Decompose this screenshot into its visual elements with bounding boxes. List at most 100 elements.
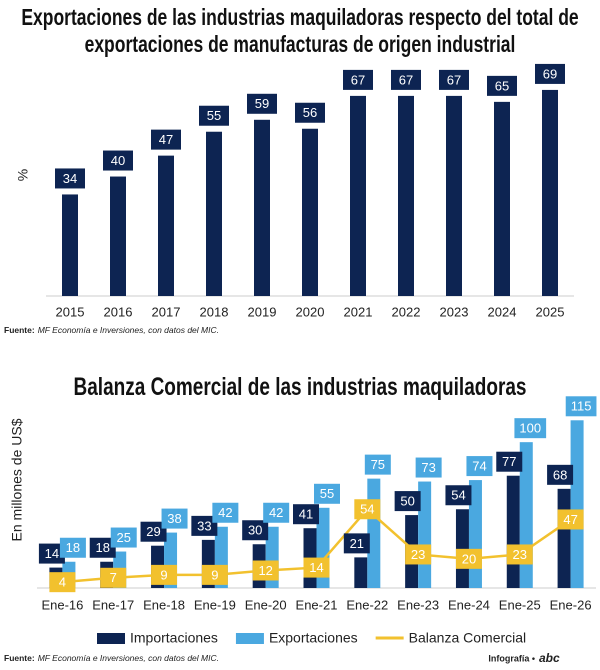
bar	[446, 95, 462, 296]
label-box	[191, 515, 218, 536]
data-label: 73	[415, 457, 442, 478]
y-axis-label: En millones de US$	[9, 418, 25, 541]
bar	[254, 119, 270, 296]
label-box	[242, 520, 269, 541]
x-tick-label: 2021	[344, 304, 373, 319]
data-label: 14	[38, 543, 65, 564]
credit: Infografía •	[488, 653, 535, 663]
data-label-text: 68	[553, 467, 567, 482]
bar	[110, 176, 126, 296]
x-tick-label: Ene-23	[397, 597, 439, 612]
data-label: 55	[314, 483, 340, 504]
y-axis-label: %	[15, 169, 31, 181]
bar	[455, 509, 469, 588]
label-box	[547, 464, 574, 485]
source: Fuente: MF Economía e Inversiones, con da…	[4, 653, 219, 663]
x-tick-label: Ene-25	[499, 597, 541, 612]
bar	[62, 194, 78, 296]
data-label: 100	[514, 418, 547, 439]
data-label-text: 12	[258, 563, 272, 578]
data-label: 30	[242, 520, 269, 541]
data-label-text: 23	[513, 547, 527, 562]
data-label-text: 4	[59, 575, 66, 590]
x-tick-label: 2019	[248, 304, 277, 319]
bar	[398, 95, 414, 296]
legend-label: Exportaciones	[269, 630, 358, 646]
x-tick-label: 2020	[296, 304, 325, 319]
data-label-text: 115	[571, 399, 592, 414]
data-label-text: 42	[269, 505, 283, 520]
label-box	[100, 567, 127, 588]
source: Fuente: MF Economía e Inversiones, con da…	[4, 325, 219, 335]
x-tick-label: 2022	[392, 304, 421, 319]
x-tick-label: Ene-20	[245, 597, 287, 612]
label-box	[49, 572, 76, 593]
data-label-text: 25	[116, 530, 130, 545]
data-label-text: 55	[207, 108, 221, 123]
label-box	[466, 456, 493, 477]
label-box	[565, 396, 597, 417]
data-label-text: 75	[371, 457, 385, 472]
source-text: MF Economía e Inversiones, con datos del…	[38, 325, 219, 335]
label-box	[557, 509, 584, 530]
data-label-text: 18	[95, 540, 109, 555]
data-label-text: 20	[462, 551, 476, 566]
data-label: 40	[103, 150, 133, 171]
data-label: 14	[303, 557, 330, 578]
data-label-text: 100	[519, 421, 541, 436]
data-label: 74	[466, 456, 493, 477]
data-label-text: 14	[45, 546, 59, 561]
data-label: 47	[151, 129, 181, 150]
bar	[302, 128, 318, 296]
data-label-text: 67	[447, 72, 461, 87]
label-box	[293, 504, 319, 525]
x-tick-label: Ene-16	[41, 597, 83, 612]
label-box	[140, 521, 167, 542]
legend-label: Balanza Comercial	[409, 630, 527, 646]
data-label: 50	[394, 491, 421, 512]
data-label: 65	[487, 75, 517, 96]
bar	[494, 101, 510, 296]
data-label-text: 23	[411, 547, 425, 562]
data-label: 67	[391, 69, 421, 90]
data-label-text: 54	[360, 502, 374, 517]
data-label: 18	[59, 537, 86, 558]
data-label: 18	[89, 537, 116, 558]
brand: abc	[539, 651, 560, 665]
x-tick-label: 2023	[440, 304, 469, 319]
data-label: 34	[55, 168, 85, 189]
label-box	[89, 537, 116, 558]
label-box	[354, 499, 381, 520]
data-label-text: 7	[110, 570, 117, 585]
data-label-text: 67	[351, 72, 365, 87]
source-text: MF Economía e Inversiones, con datos del…	[38, 653, 219, 663]
data-label: 68	[547, 464, 574, 485]
label-box	[151, 564, 178, 585]
x-tick-label: 2015	[56, 304, 85, 319]
label-box	[496, 451, 523, 472]
data-label: 29	[140, 521, 167, 542]
data-label-text: 50	[400, 494, 414, 509]
x-tick-label: Ene-21	[296, 597, 338, 612]
label-box	[506, 544, 533, 565]
data-label: 54	[354, 499, 381, 520]
label-box	[391, 69, 421, 90]
data-label: 23	[506, 544, 533, 565]
data-label: 56	[295, 102, 325, 123]
label-box	[394, 491, 421, 512]
label-box	[455, 548, 482, 569]
data-label: 67	[343, 69, 373, 90]
bar	[557, 488, 571, 588]
label-box	[110, 527, 137, 548]
data-label-text: 33	[197, 518, 211, 533]
data-label: 77	[496, 451, 523, 472]
data-label: 21	[343, 533, 370, 554]
label-box	[415, 457, 442, 478]
data-label-text: 59	[255, 96, 269, 111]
data-label: 42	[263, 502, 290, 523]
bar	[354, 557, 368, 588]
data-label: 115	[565, 396, 597, 417]
data-label-text: 30	[248, 523, 262, 538]
label-box	[343, 533, 370, 554]
